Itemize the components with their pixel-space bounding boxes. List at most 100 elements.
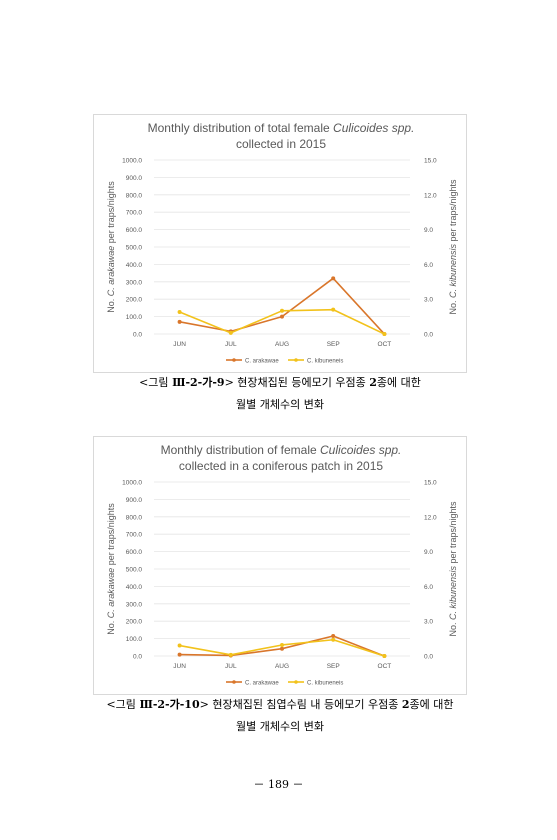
legend-marker — [232, 680, 236, 684]
x-tick-label: SEP — [327, 663, 340, 670]
caption-number: Ⅲ-2-가-9 — [172, 376, 225, 389]
x-tick-label: JUL — [225, 341, 237, 348]
page-number: － 189 － — [253, 778, 304, 791]
caption-line-2: 월별 개체수의 변화 — [236, 398, 324, 411]
y-tick-right: 0.0 — [424, 332, 433, 339]
y-tick-left: 200.0 — [126, 297, 143, 304]
y-tick-left: 800.0 — [126, 514, 143, 521]
legend-label: C. arakawae — [245, 358, 279, 364]
y-tick-left: 900.0 — [126, 497, 143, 504]
caption-line-1: <그림 Ⅲ-2-가-9> 현장채집된 등에모기 우점종 2종에 대한 — [60, 372, 500, 394]
x-tick-label: JUL — [225, 663, 237, 670]
y-axis-label-right: No. C. kibunensis per traps/nights — [448, 501, 458, 637]
chart-title-part: Culicoides spp. — [333, 121, 414, 135]
y-axis-label-left: No. C. arakawae per traps/nights — [106, 181, 116, 313]
y-axis-label-right-part: C. kibunensis — [448, 244, 458, 299]
y-tick-right: 6.0 — [424, 262, 433, 269]
caption-number: Ⅲ-2-가-10 — [139, 698, 200, 711]
caption-suffix: > 현장채집된 등에모기 우점종 — [224, 376, 370, 389]
y-tick-left: 100.0 — [126, 636, 143, 643]
x-tick-label: SEP — [327, 341, 340, 348]
legend-marker — [294, 680, 298, 684]
y-tick-left: 500.0 — [126, 567, 143, 574]
chart-title-line2: collected in a coniferous patch in 2015 — [179, 459, 383, 473]
y-tick-left: 300.0 — [126, 601, 143, 608]
y-axis-label-left-part: C. arakawae — [106, 246, 116, 297]
data-point — [382, 654, 387, 658]
y-axis-label-left-part: No. — [106, 296, 116, 313]
x-tick-label: JUN — [173, 341, 186, 348]
y-tick-left: 500.0 — [126, 245, 143, 252]
chart-svg: Monthly distribution of total female Cul… — [106, 121, 458, 364]
legend-marker — [294, 358, 298, 362]
x-tick-label: OCT — [378, 341, 392, 348]
chart-title-part: Culicoides spp. — [320, 443, 401, 457]
y-tick-left: 1000.0 — [122, 480, 142, 487]
data-point — [331, 633, 336, 638]
x-tick-label: AUG — [275, 341, 289, 348]
data-point — [177, 643, 182, 648]
x-tick-label: OCT — [378, 663, 392, 670]
y-axis-label-right-part: No. — [448, 620, 458, 637]
caption-text-after: 종에 대한 — [376, 376, 421, 389]
y-tick-left: 800.0 — [126, 192, 143, 199]
chart-title-part: Monthly distribution of total female — [148, 121, 333, 135]
y-axis-label-right-part: C. kibunensis — [448, 566, 458, 621]
chart-coniferous-female: Monthly distribution of female Culicoide… — [93, 436, 467, 695]
caption-line-1: <그림 Ⅲ-2-가-10> 현장채집된 침엽수림 내 등에모기 우점종 2종에 … — [60, 694, 500, 716]
y-tick-left: 600.0 — [126, 227, 143, 234]
chart-total-female: Monthly distribution of total female Cul… — [93, 114, 467, 373]
x-tick-label: AUG — [275, 663, 289, 670]
y-axis-label-right-part: per traps/nights — [448, 501, 458, 566]
y-tick-right: 15.0 — [424, 480, 437, 487]
y-tick-right: 9.0 — [424, 227, 433, 234]
legend-label: C. arakawae — [245, 680, 279, 686]
y-tick-left: 600.0 — [126, 549, 143, 556]
chart-title: Monthly distribution of total female Cul… — [148, 121, 415, 135]
caption-prefix: <그림 — [106, 698, 140, 711]
data-point — [331, 276, 336, 281]
y-tick-left: 0.0 — [133, 654, 142, 661]
data-point — [331, 307, 336, 312]
data-point — [331, 637, 336, 642]
data-point — [228, 652, 233, 657]
data-point — [280, 646, 284, 651]
data-point — [280, 308, 284, 313]
y-axis-label-right-part: per traps/nights — [448, 179, 458, 244]
data-point — [280, 314, 284, 319]
chart-title-part: Monthly distribution of female — [161, 443, 320, 457]
data-point — [228, 330, 233, 335]
data-point — [280, 642, 284, 647]
y-tick-left: 100.0 — [126, 314, 143, 321]
y-tick-left: 1000.0 — [122, 158, 142, 165]
figure-caption-10: <그림 Ⅲ-2-가-10> 현장채집된 침엽수림 내 등에모기 우점종 2종에 … — [60, 694, 500, 738]
y-tick-right: 9.0 — [424, 549, 433, 556]
caption-count: 2 — [369, 376, 377, 389]
y-tick-left: 200.0 — [126, 619, 143, 626]
y-tick-left: 700.0 — [126, 532, 143, 539]
caption-line-2: 월별 개체수의 변화 — [236, 720, 324, 733]
y-axis-label-left: No. C. arakawae per traps/nights — [106, 503, 116, 635]
y-tick-right: 15.0 — [424, 158, 437, 165]
series-line — [179, 308, 385, 335]
series-line — [179, 277, 385, 335]
y-tick-right: 3.0 — [424, 297, 433, 304]
y-tick-right: 3.0 — [424, 619, 433, 626]
figure-caption-9: <그림 Ⅲ-2-가-9> 현장채집된 등에모기 우점종 2종에 대한 월별 개체… — [60, 372, 500, 416]
caption-text-after: 종에 대한 — [409, 698, 454, 711]
y-axis-label-left-part: No. — [106, 618, 116, 635]
y-axis-label-right-part: No. — [448, 298, 458, 315]
chart-svg: Monthly distribution of female Culicoide… — [106, 443, 458, 686]
y-tick-left: 700.0 — [126, 210, 143, 217]
x-tick-label: JUN — [173, 663, 186, 670]
chart-title-line2: collected in 2015 — [236, 137, 326, 151]
y-axis-label-right: No. C. kibunensis per traps/nights — [448, 179, 458, 315]
y-axis-label-left-part: C. arakawae — [106, 568, 116, 619]
y-tick-left: 300.0 — [126, 279, 143, 286]
y-axis-label-left-part: per traps/nights — [106, 181, 116, 246]
legend-label: C. kibuneneis — [307, 358, 343, 364]
y-tick-right: 0.0 — [424, 654, 433, 661]
legend-marker — [232, 358, 236, 362]
y-tick-left: 900.0 — [126, 175, 143, 182]
data-point — [177, 652, 182, 657]
